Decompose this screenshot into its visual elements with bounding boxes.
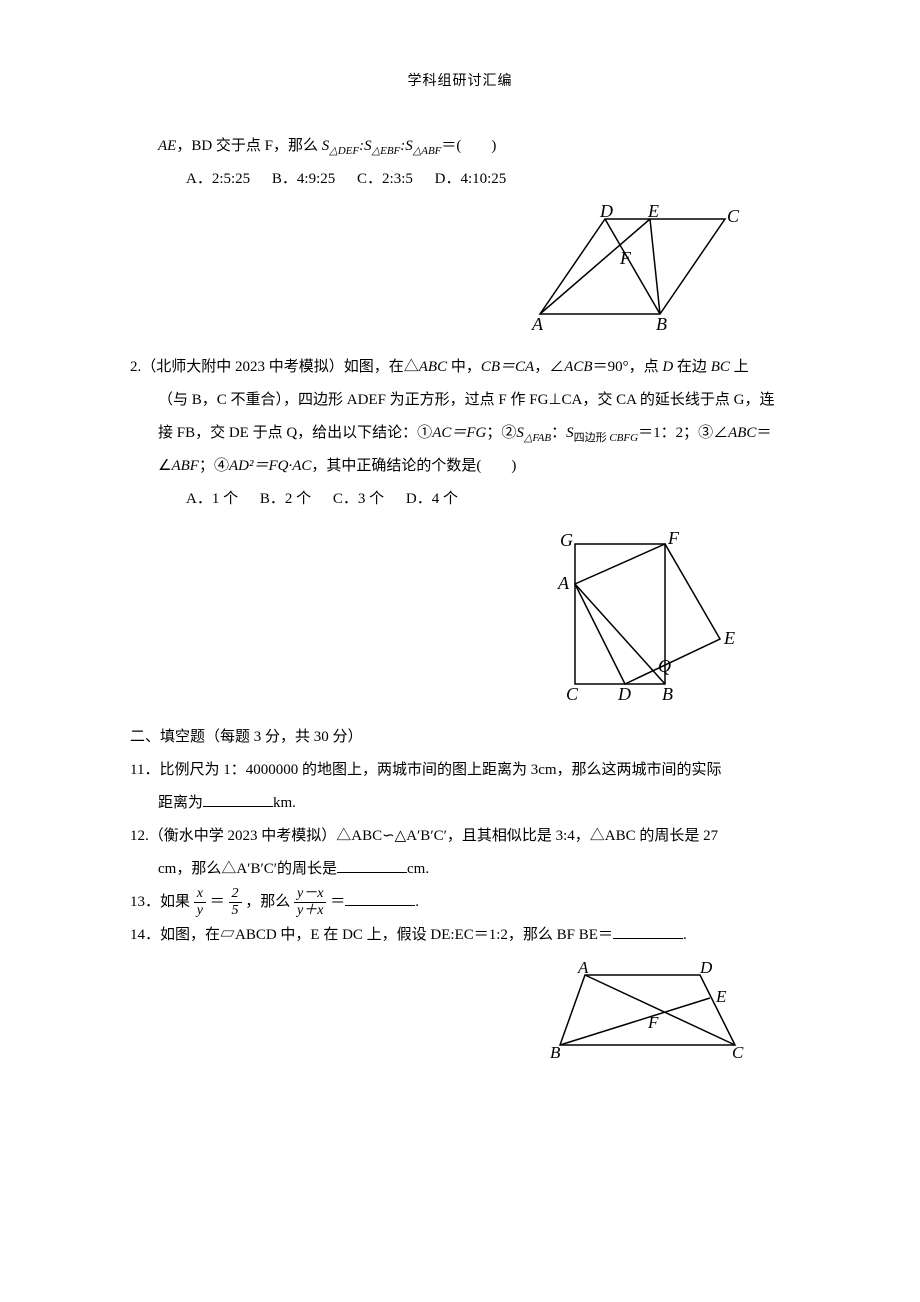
frac-xy: xy: [194, 887, 206, 918]
q11-line2: 距离为 km.: [130, 787, 790, 820]
q11-a: 距离为: [158, 795, 203, 811]
q2-t5: 上: [730, 359, 749, 375]
q2-line2: （与 B，C 不重合），四边形 ADEF 为正方形，过点 F 作 FG⊥CA，交…: [130, 384, 790, 417]
q13-line: 13．如果 xy ＝ 25 ，那么 y－xy＋x ＝.: [130, 886, 790, 919]
q12-line2: cm，那么△A′B′C′的周长是 cm.: [130, 853, 790, 886]
q2-l3d: ＝1：2；③∠: [638, 425, 728, 441]
label-a: A: [531, 314, 544, 334]
q2-l3c: ：: [551, 425, 566, 441]
label-c: C: [732, 1043, 744, 1060]
q11-line1: 11．比例尺为 1：4000000 的地图上，两城市间的图上距离为 3cm，那么…: [130, 754, 790, 787]
q2-scbfg: S四边形 CBFG: [566, 425, 638, 441]
label-c: C: [566, 684, 579, 704]
label-b: B: [550, 1043, 561, 1060]
text-mid: ，BD 交于点 F，那么: [176, 138, 321, 154]
frac-25: 25: [229, 887, 242, 918]
frac-yx: y－xy＋x: [294, 887, 326, 918]
q1-continuation-line: AE，BD 交于点 F，那么 S△DEF:S△EBF:S△ABF＝( ): [130, 130, 790, 163]
paren: ＝( ): [441, 138, 496, 154]
q2-l3b: ；②: [486, 425, 516, 441]
q2-bc: BC: [711, 359, 730, 375]
choice-d: D．4:10:25: [435, 171, 507, 187]
q2-acfg: AC＝FG: [432, 425, 486, 441]
choice-a: A．2:5:25: [186, 171, 250, 187]
choice-c: C．2:3:5: [357, 171, 413, 187]
q2-l4c: ，其中正确结论的个数是( ): [311, 458, 516, 474]
q2-choices: A．1 个 B．2 个 C．3 个 D．4 个: [130, 483, 790, 516]
label-a: A: [557, 573, 570, 593]
label-d: D: [599, 204, 613, 221]
choice-b: B．2 个: [260, 491, 311, 507]
q2-t1: 中，: [447, 359, 481, 375]
q14-text: 14．如图，在▱ABCD 中，E 在 DC 上，假设 DE:EC＝1:2，那么 …: [130, 927, 613, 943]
label-f: F: [667, 528, 680, 548]
q2-line4: ∠ABF；④AD²＝FQ·AC，其中正确结论的个数是( ): [130, 450, 790, 483]
label-b: B: [656, 314, 667, 334]
label-g: G: [560, 530, 573, 550]
figure-square-triangle: G F A E C D B Q: [130, 524, 790, 709]
q2-sfab: S△FAB: [516, 425, 551, 441]
label-d: D: [699, 960, 713, 977]
figure-parallelogram: D E C A B F: [130, 204, 790, 339]
q13-eq2: ＝: [330, 894, 345, 910]
q11-b: km.: [273, 795, 296, 811]
label-d: D: [617, 684, 631, 704]
q2-acb: ACB: [564, 359, 592, 375]
label-b: B: [662, 684, 673, 704]
label-c: C: [727, 206, 740, 226]
q2-cbca: CB＝CA: [481, 359, 534, 375]
label-a: A: [577, 960, 589, 977]
figure-parallelogram-abcd: A D E B C F: [130, 960, 790, 1065]
q2-t4: 在边: [673, 359, 711, 375]
page-header: 学科组研讨汇编: [130, 70, 790, 90]
q14-end: .: [683, 927, 687, 943]
q14-line: 14．如图，在▱ABCD 中，E 在 DC 上，假设 DE:EC＝1:2，那么 …: [130, 919, 790, 952]
q2-abf: ABF: [171, 458, 199, 474]
page: 学科组研讨汇编 AE，BD 交于点 F，那么 S△DEF:S△EBF:S△ABF…: [0, 0, 920, 1137]
blank-q11: [203, 791, 273, 807]
label-f: F: [647, 1013, 659, 1032]
q13-eq1: ＝: [210, 894, 225, 910]
choice-b: B．4:9:25: [272, 171, 335, 187]
q13-prefix: 13．如果: [130, 894, 190, 910]
q12-a: cm，那么△A′B′C′的周长是: [158, 861, 337, 877]
blank-q12: [337, 857, 407, 873]
q2-l4a: ∠: [158, 458, 171, 474]
ratio-expr: S△DEF:S△EBF:S△ABF: [322, 138, 442, 154]
q2-d: D: [662, 359, 673, 375]
text-ae: AE: [158, 138, 176, 154]
choice-c: C．3 个: [333, 491, 384, 507]
q12-line1: 12.（衡水中学 2023 中考模拟）△ABC∽△A′B′C′，且其相似比是 3…: [130, 820, 790, 853]
q1-choices: A．2:5:25 B．4:9:25 C．2:3:5 D．4:10:25: [130, 163, 790, 196]
q12-b: cm.: [407, 861, 429, 877]
q2-l4b: ；④: [199, 458, 229, 474]
q2-prefix: 2.（北师大附中 2023 中考模拟）如图，在△: [130, 359, 419, 375]
q2-line1: 2.（北师大附中 2023 中考模拟）如图，在△ABC 中，CB＝CA，∠ACB…: [130, 351, 790, 384]
label-e: E: [723, 628, 735, 648]
q2-line3: 接 FB，交 DE 于点 Q，给出以下结论：①AC＝FG；②S△FAB：S四边形…: [130, 417, 790, 450]
q2-t3: ＝90°，点: [593, 359, 663, 375]
q2-l3e: ＝: [756, 425, 771, 441]
choice-a: A．1 个: [186, 491, 238, 507]
choice-d: D．4 个: [406, 491, 458, 507]
label-e: E: [715, 987, 727, 1006]
blank-q13: [345, 890, 415, 906]
blank-q14: [613, 923, 683, 939]
q13-mid: ，那么: [245, 894, 290, 910]
label-e: E: [647, 204, 659, 221]
q2-abc: ABC: [419, 359, 447, 375]
q13-end: .: [415, 894, 419, 910]
q2-ad2: AD²＝FQ·AC: [229, 458, 311, 474]
q2-t2: ，∠: [534, 359, 564, 375]
q2-l3a: 接 FB，交 DE 于点 Q，给出以下结论：①: [158, 425, 432, 441]
label-q: Q: [658, 656, 671, 676]
label-f: F: [619, 248, 632, 268]
section-2-title: 二、填空题（每题 3 分，共 30 分）: [130, 721, 790, 754]
q2-abc2: ABC: [728, 425, 756, 441]
